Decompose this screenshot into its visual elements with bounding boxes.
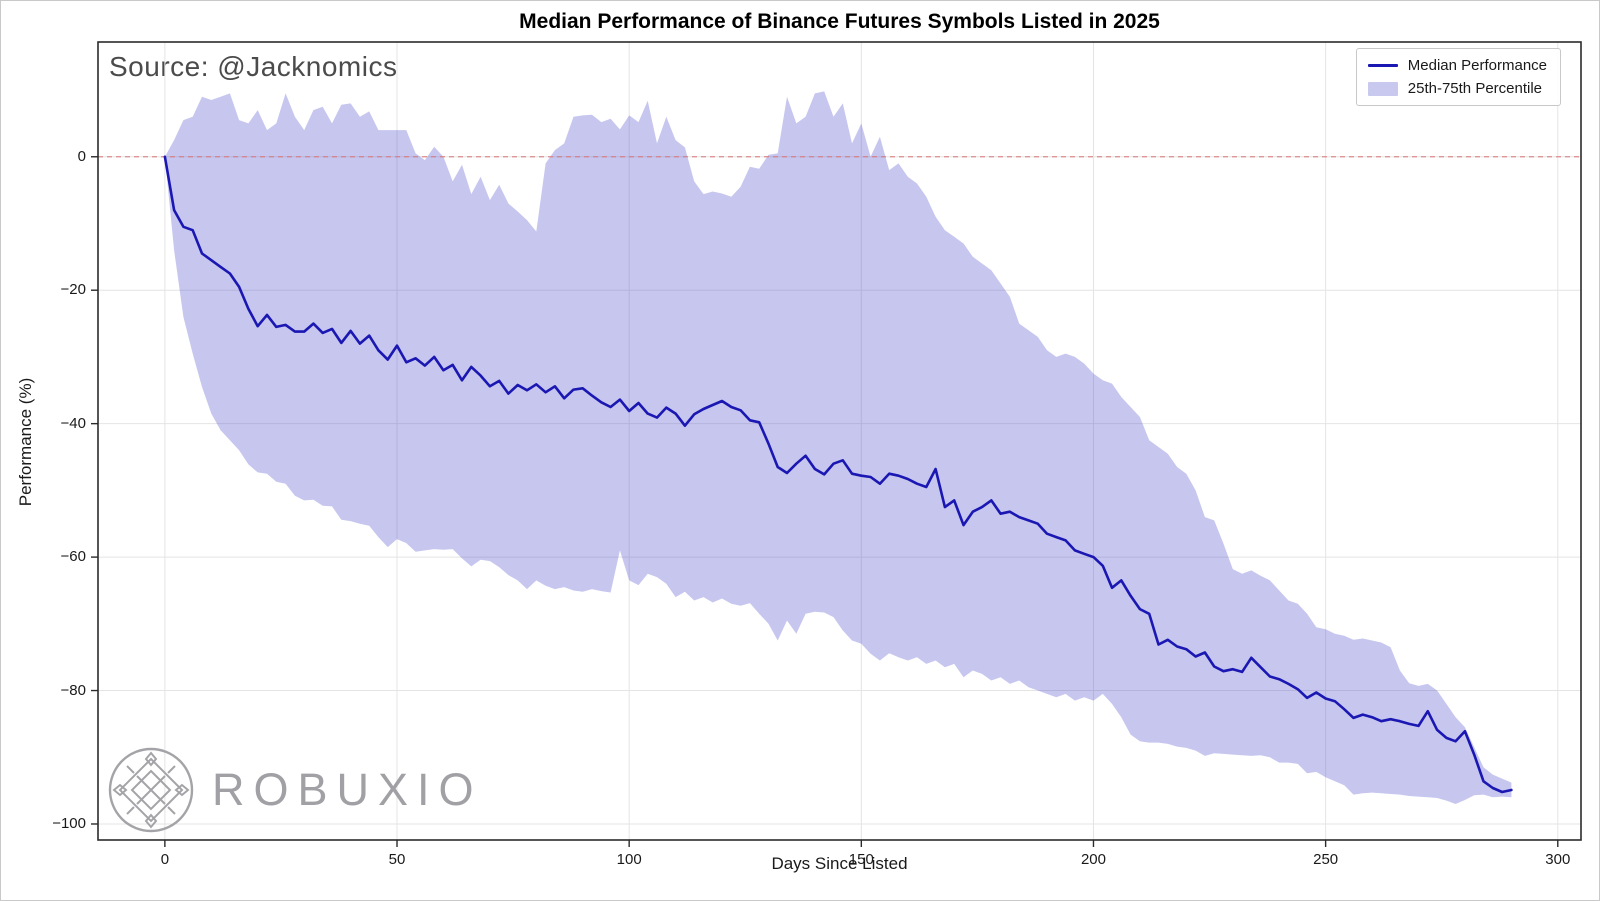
tick-marks: [91, 156, 1559, 847]
x-tick-label: 100: [616, 851, 642, 868]
chart-title: Median Performance of Binance Futures Sy…: [519, 10, 1160, 33]
x-tick-label: 300: [1545, 851, 1571, 868]
x-tick-label: 50: [388, 851, 406, 868]
x-tick-label: 200: [1080, 851, 1106, 868]
legend-label-median: Median Performance: [1407, 57, 1547, 74]
x-tick-label: 250: [1313, 851, 1339, 868]
y-tick-label: −80: [60, 681, 86, 699]
x-axis-label: Days Since Listed: [771, 854, 908, 873]
legend-item-percentile: 25th-75th Percentile: [1367, 80, 1547, 97]
percentile-band-swatch: [1367, 81, 1398, 96]
y-tick-label: −20: [60, 281, 86, 299]
source-annotation: Source: @Jacknomics: [109, 51, 398, 82]
watermark-text: ROBUXIO: [212, 764, 483, 815]
percentile-band: [164, 91, 1512, 804]
median-performance-line: [163, 155, 1513, 794]
y-tick-label: −100: [52, 814, 86, 832]
y-tick-label: 0: [77, 147, 86, 165]
y-tick-label: −60: [60, 548, 86, 566]
y-tick-label: −40: [60, 414, 86, 432]
legend: Median Performance 25th-75th Percentile: [1355, 48, 1561, 106]
x-tick-label: 0: [160, 851, 170, 868]
plot-area: [91, 41, 1582, 847]
legend-label-percentile: 25th-75th Percentile: [1407, 80, 1543, 97]
median-line-swatch: [1367, 64, 1398, 67]
watermark-logo: ROBUXIO: [107, 746, 483, 834]
axes-spines: [97, 41, 1582, 841]
y-axis-label: Performance (%): [16, 377, 35, 507]
robuxio-emblem-icon: [108, 747, 194, 833]
x-tick-label: 150: [848, 851, 874, 868]
legend-item-median: Median Performance: [1367, 57, 1547, 74]
